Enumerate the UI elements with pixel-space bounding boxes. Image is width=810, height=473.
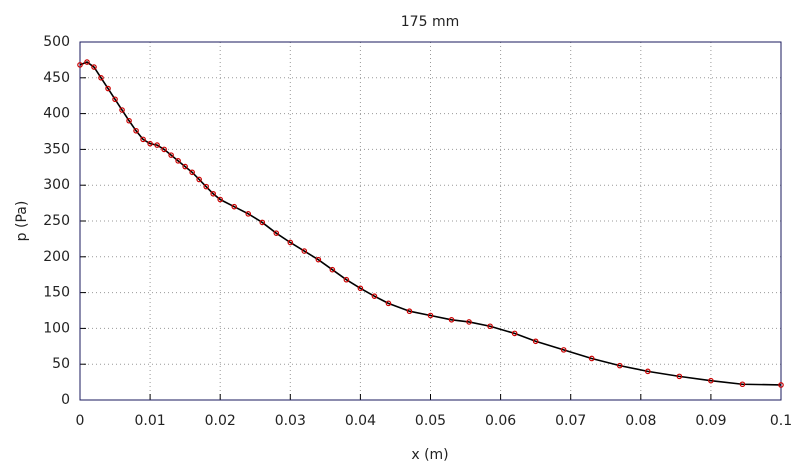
y-tick-label: 200: [43, 249, 70, 265]
chart-title: 175 mm: [401, 14, 459, 30]
data-point: [357, 285, 364, 292]
data-point: [343, 276, 350, 283]
data-point: [778, 382, 784, 388]
data-point: [182, 163, 188, 170]
y-tick-label: 250: [43, 213, 70, 229]
data-point: [448, 317, 455, 323]
data-point: [126, 117, 132, 124]
y-tick-label: 50: [52, 356, 70, 372]
data-point: [231, 203, 238, 210]
x-tick-label: 0.04: [345, 413, 376, 429]
x-tick-label: 0.03: [275, 413, 306, 429]
data-point: [203, 183, 209, 190]
data-point: [371, 293, 378, 299]
data-point: [98, 75, 104, 81]
data-point: [466, 319, 472, 325]
data-point: [301, 248, 308, 254]
data-point: [739, 381, 746, 388]
data-point: [196, 176, 202, 183]
data-point: [616, 362, 623, 369]
data-point: [245, 211, 252, 217]
x-tick-label: 0.09: [695, 413, 726, 429]
x-tick-label: 0.05: [415, 413, 446, 429]
data-point: [77, 62, 83, 68]
y-axis-label: p (Pa): [14, 201, 30, 242]
x-tick-label: 0.07: [555, 413, 586, 429]
data-point: [140, 136, 146, 143]
x-tick-label: 0.01: [135, 413, 166, 429]
y-tick-label: 350: [43, 141, 70, 157]
x-tick-label: 0.02: [205, 413, 236, 429]
data-point: [511, 330, 518, 337]
data-point: [105, 85, 111, 92]
plot-frame: [79, 41, 782, 401]
data-point: [645, 368, 651, 375]
data-point: [315, 256, 322, 263]
x-tick-label: 0.08: [625, 413, 656, 429]
data-point: [406, 308, 413, 315]
x-tick-label: 0.1: [770, 413, 792, 429]
data-point: [210, 190, 216, 197]
data-point: [112, 96, 118, 103]
x-tick-label: 0: [76, 413, 85, 429]
x-tick-label: 0.06: [485, 413, 516, 429]
y-tick-label: 500: [43, 34, 70, 50]
y-tick-label: 400: [43, 106, 70, 122]
data-point: [91, 64, 97, 70]
data-point: [708, 377, 714, 384]
y-tick-label: 100: [43, 320, 70, 336]
data-point: [168, 152, 174, 158]
data-point: [217, 196, 224, 203]
data-point: [560, 347, 567, 353]
data-point: [133, 127, 139, 134]
y-tick-label: 150: [43, 285, 70, 301]
y-tick-label: 450: [43, 70, 70, 86]
data-point: [189, 169, 195, 176]
data-point: [427, 312, 434, 319]
data-point: [676, 373, 683, 380]
data-point: [329, 266, 336, 273]
data-point: [119, 107, 125, 113]
data-point: [84, 59, 90, 65]
data-point: [273, 230, 280, 236]
data-point: [154, 142, 160, 148]
data-point: [532, 338, 539, 345]
data-point: [588, 355, 595, 362]
data-point: [147, 140, 153, 147]
y-tick-label: 0: [61, 392, 70, 408]
data-point: [287, 239, 294, 246]
data-point: [161, 146, 167, 153]
data-point: [259, 219, 266, 226]
y-tick-label: 300: [43, 177, 70, 193]
x-axis-label: x (m): [411, 447, 448, 463]
data-point: [385, 300, 392, 307]
data-point: [175, 158, 181, 164]
data-point: [487, 323, 493, 330]
